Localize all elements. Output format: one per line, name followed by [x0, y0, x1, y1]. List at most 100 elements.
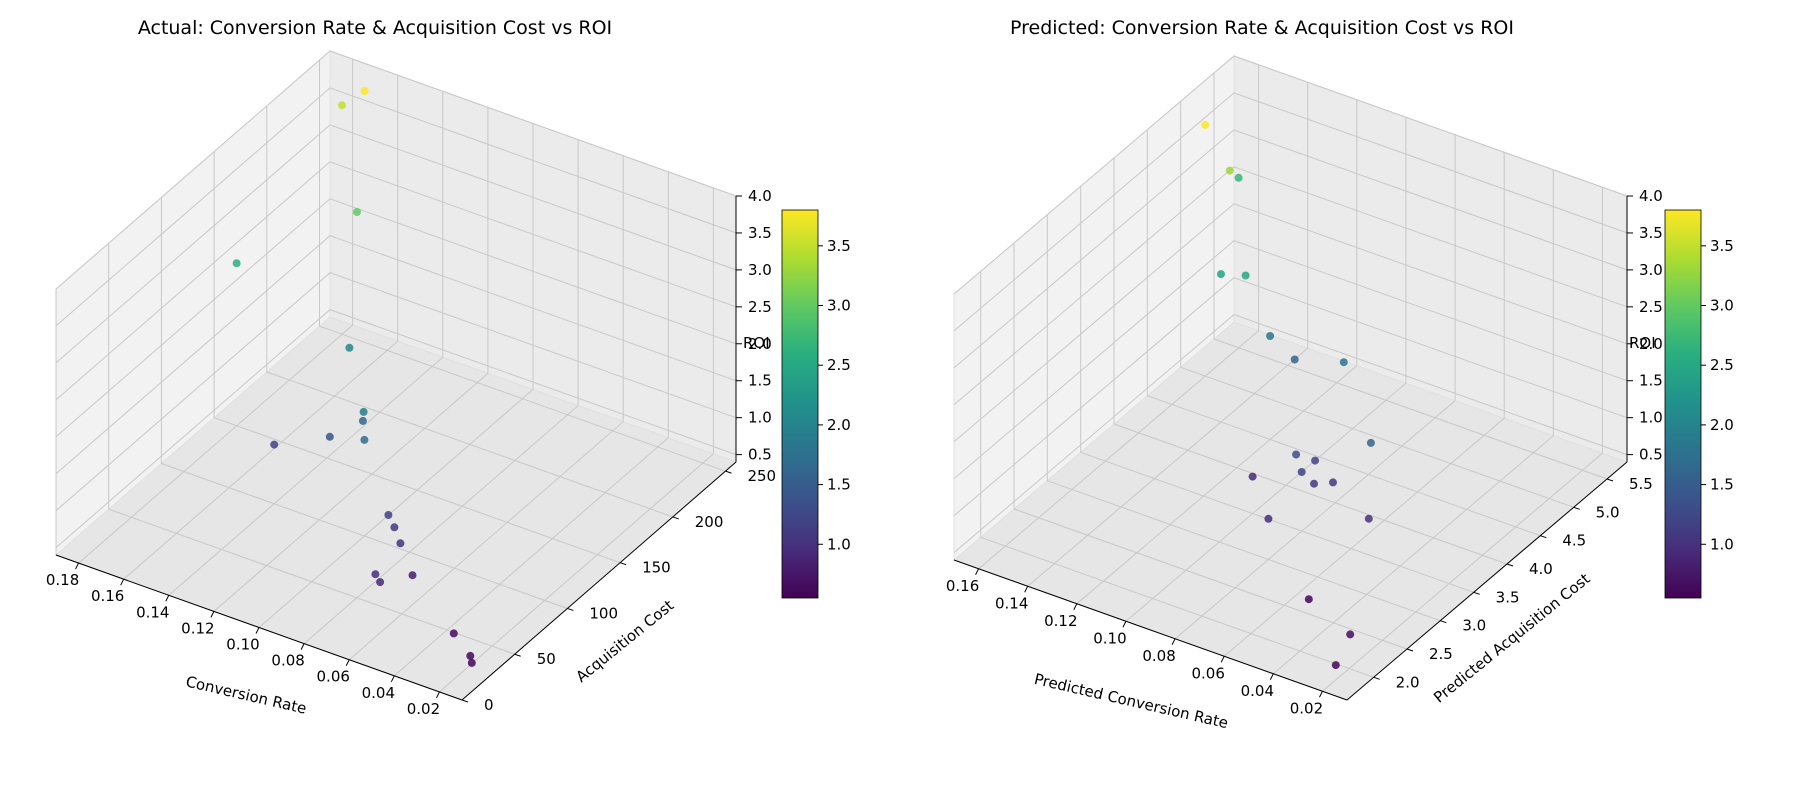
z-tick-labels: 0.5 1.0 1.5 2.0 2.5 3.0 3.5 4.0	[736, 187, 772, 464]
x-tick	[1171, 638, 1176, 645]
y-gridline	[160, 197, 568, 609]
x-tick-label: 0.02	[1290, 699, 1323, 717]
y-tick-label: 200	[695, 513, 724, 531]
x-tick	[255, 627, 260, 634]
y-tick	[461, 699, 469, 703]
x-axis-line	[953, 559, 1348, 701]
z-gridline	[55, 235, 737, 475]
z-gridline	[55, 87, 737, 327]
scatter-point	[270, 440, 279, 449]
y-tick-labels: 2.0 2.5 3.0 3.5 4.0 4.5 5.0 5.5	[1373, 475, 1653, 691]
scatter-points	[232, 87, 476, 667]
y-tick	[619, 562, 627, 566]
z-tick-label: 2.5	[748, 298, 772, 316]
z-tick-label: 2.0	[748, 335, 772, 353]
x-tick	[210, 611, 215, 618]
scatter-point	[1311, 456, 1320, 465]
y-gridline	[1013, 243, 1408, 650]
z-tick-label: 1.0	[1639, 409, 1663, 427]
y-axis-line	[1346, 461, 1628, 701]
scatter-point	[467, 658, 476, 667]
z-gridline	[55, 124, 737, 364]
x-tick	[75, 562, 80, 570]
y-gridline	[1046, 214, 1441, 622]
scatter-point	[358, 416, 367, 425]
colorbar-tick-label: 3.5	[827, 237, 851, 255]
scatter-point	[1266, 332, 1275, 340]
y-gridline	[266, 105, 673, 518]
x-axis-label: Conversion Rate	[184, 672, 308, 717]
z-gridline	[953, 240, 1628, 480]
scatter-point	[1329, 478, 1337, 487]
scatter-point	[1331, 661, 1340, 670]
z-gridline	[55, 198, 737, 438]
y-tick-label: 2.5	[1429, 645, 1453, 663]
x-tick	[1269, 673, 1274, 680]
scatter-point	[390, 523, 399, 532]
chart-title: Actual: Conversion Rate & Acquisition Co…	[138, 17, 612, 39]
y-tick-label: 5.5	[1629, 475, 1653, 493]
x-tick-label: 0.12	[1044, 612, 1077, 630]
x-tick-label: 0.02	[407, 700, 440, 718]
scatter-point	[1225, 166, 1234, 175]
y-tick-label: 3.0	[1462, 617, 1486, 635]
scatter-point	[1264, 514, 1273, 523]
x-tick-label: 0.18	[46, 571, 79, 589]
y-gridline	[1213, 73, 1608, 480]
y-axis-line	[461, 461, 737, 701]
x-tick	[1024, 586, 1029, 593]
y-tick	[725, 470, 732, 474]
y-tick	[672, 516, 679, 520]
scatter-point	[1292, 450, 1301, 459]
x-tick-labels: 0.02 0.04 0.06 0.08 0.10 0.12 0.14 0.16	[946, 568, 1323, 717]
x-tick-label: 0.12	[181, 619, 214, 637]
scatter-point	[345, 343, 354, 352]
z-gridline	[953, 129, 1628, 369]
x-gridline	[168, 91, 444, 596]
x-gridline	[348, 155, 624, 661]
colorbar-tick-label: 2.0	[827, 416, 851, 434]
y-tick-label: 50	[537, 650, 556, 668]
y-tick	[1606, 478, 1614, 482]
colorbar-tick-label: 3.0	[827, 297, 851, 315]
x-gridline	[393, 171, 669, 677]
x-tick	[1220, 656, 1225, 663]
z-tick-labels: 0.5 1.0 1.5 2.0 2.5 3.0 3.5 4.0	[1627, 187, 1663, 464]
x-tick-label: 0.16	[946, 577, 979, 595]
scatter-point	[1248, 472, 1257, 481]
scatter-point	[360, 435, 369, 444]
panes	[953, 54, 1628, 701]
y-tick	[1406, 648, 1414, 652]
scatter-point	[325, 432, 334, 441]
z-gridline	[953, 314, 1628, 553]
z-tick-label: 2.0	[1639, 335, 1663, 353]
z-tick-label: 4.0	[1639, 187, 1663, 205]
x-tick	[345, 659, 350, 666]
z-axis-label: ROI	[1629, 334, 1656, 352]
z-gridline	[55, 161, 737, 401]
scatter-point	[408, 571, 417, 580]
scatter-point	[1364, 514, 1373, 523]
x-tick	[1073, 603, 1078, 610]
colorbar-tick-label: 2.5	[827, 356, 851, 374]
y-tick-label: 4.0	[1529, 560, 1553, 578]
x-tick	[120, 578, 125, 586]
colorbar: 1.0 1.5 2.0 2.5 3.0 3.5	[1664, 209, 1734, 599]
actual-chart-panel: Actual: Conversion Rate & Acquisition Co…	[46, 17, 851, 718]
y-tick-label: 250	[747, 467, 776, 485]
scatter-point	[466, 651, 475, 660]
x-tick-label: 0.08	[271, 652, 304, 670]
colorbar: 1.0 1.5 2.0 2.5 3.0 3.5	[781, 209, 851, 599]
x-tick	[165, 595, 170, 602]
y-tick	[1506, 563, 1514, 567]
scatter-point	[1346, 630, 1355, 639]
x-tick	[1122, 621, 1127, 628]
colorbar-tick-label: 2.0	[1710, 416, 1734, 434]
grid	[55, 50, 737, 701]
scatter-points	[1201, 120, 1375, 670]
x-gridline	[213, 107, 489, 612]
colorbar-tick-label: 2.5	[1710, 356, 1734, 374]
x-tick-label: 0.04	[362, 684, 395, 702]
predicted-chart-panel: Predicted: Conversion Rate & Acquisition…	[946, 17, 1734, 732]
scatter-point	[359, 407, 368, 416]
